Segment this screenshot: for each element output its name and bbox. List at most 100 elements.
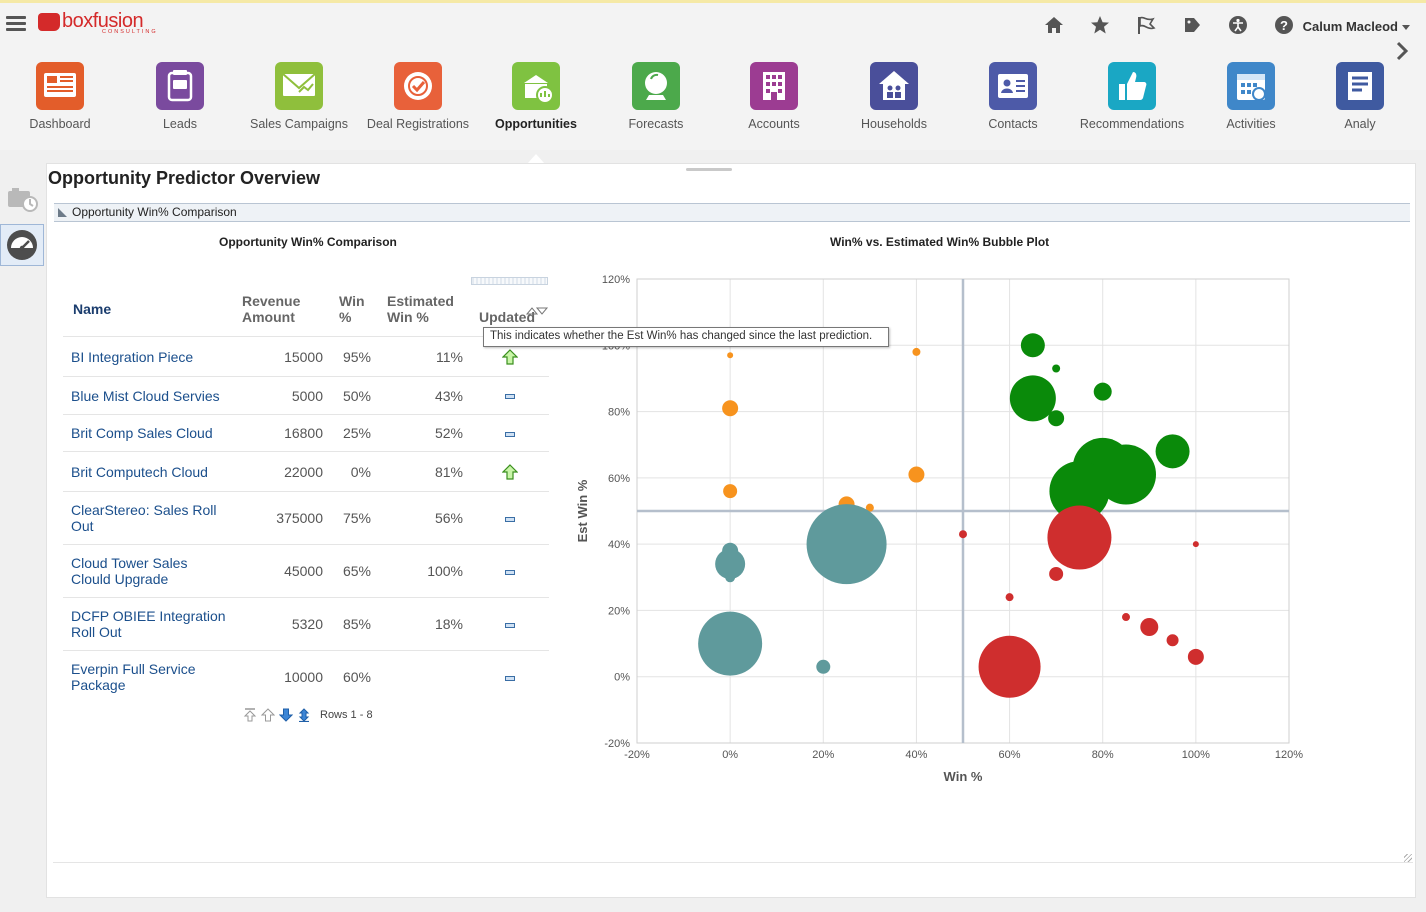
app-navigation: Dashboard Leads Sales Campaigns Deal Regist…	[0, 59, 1426, 164]
panel-divider	[53, 862, 1413, 863]
gauge-icon[interactable]	[0, 224, 44, 266]
tag-icon[interactable]	[1180, 13, 1204, 37]
bubble-point[interactable]	[715, 549, 746, 580]
cell-name: Brit Computech Cloud	[63, 451, 234, 492]
bubble-point[interactable]	[865, 503, 874, 512]
nav-item-activities[interactable]: Activities	[1191, 59, 1311, 131]
bubble-point[interactable]	[908, 466, 925, 483]
panel-splitter-handle[interactable]	[686, 168, 732, 171]
nav-item-recommendations[interactable]: Recommendations	[1072, 59, 1192, 131]
bubble-point[interactable]	[727, 352, 734, 359]
chevron-right-icon[interactable]	[1392, 39, 1412, 63]
column-header-name[interactable]: Name	[73, 301, 112, 317]
bubble-point[interactable]	[698, 611, 763, 676]
y-tick-label: 40%	[608, 539, 630, 551]
cell-updated	[471, 544, 549, 598]
bubble-point[interactable]	[722, 400, 739, 417]
column-header-win[interactable]: Win %	[339, 293, 365, 325]
column-header-revenue[interactable]: Revenue Amount	[242, 293, 301, 325]
nav-item-leads[interactable]: Leads	[120, 59, 240, 131]
updated-column-tooltip: This indicates whether the Est Win% has …	[483, 327, 889, 347]
section-header[interactable]: Opportunity Win% Comparison	[54, 203, 1410, 222]
forecasts-icon	[632, 62, 680, 110]
table-header-row: Name Revenue Amount Win % Estimated Win …	[63, 289, 549, 337]
table-resize-handle[interactable]	[471, 277, 548, 285]
opportunity-link[interactable]: BI Integration Piece	[71, 348, 194, 365]
nav-item-households[interactable]: Households	[834, 59, 954, 131]
last-page-icon[interactable]	[296, 707, 312, 723]
first-page-icon[interactable]	[242, 707, 258, 723]
bubble-point[interactable]	[1155, 434, 1190, 469]
home-icon[interactable]	[1042, 13, 1066, 37]
bubble-point[interactable]	[1049, 566, 1064, 581]
bubble-point[interactable]	[1192, 541, 1199, 548]
cell-name: BI Integration Piece	[63, 336, 234, 377]
nav-item-label: Sales Campaigns	[250, 117, 348, 131]
star-icon[interactable]	[1088, 13, 1112, 37]
resize-grip-icon[interactable]	[1404, 854, 1412, 862]
column-header-estimated-win[interactable]: Estimated Win %	[387, 293, 454, 325]
cell-name: Cloud Tower Sales Clould Upgrade	[63, 544, 234, 598]
cell-estimated-win: 56%	[379, 491, 471, 545]
nav-item-label: Leads	[162, 117, 198, 131]
help-icon[interactable]: ?	[1272, 13, 1296, 37]
x-tick-label: -20%	[624, 749, 650, 761]
hamburger-menu-icon[interactable]	[6, 16, 26, 32]
bubble-point[interactable]	[1140, 618, 1159, 636]
opportunity-link[interactable]: Brit Computech Cloud	[71, 463, 208, 480]
nav-item-sales-campaigns[interactable]: Sales Campaigns	[239, 59, 359, 131]
bubble-point[interactable]	[959, 530, 967, 539]
nav-item-label: Deal Registrations	[366, 117, 470, 131]
flag-icon[interactable]	[1134, 13, 1158, 37]
column-header-updated[interactable]: Updated	[479, 309, 535, 325]
nav-item-dashboard[interactable]: Dashboard	[0, 59, 120, 131]
next-page-icon[interactable]	[278, 707, 294, 723]
bubble-point[interactable]	[978, 635, 1041, 698]
bubble-point[interactable]	[1122, 613, 1130, 622]
active-nav-pointer	[527, 154, 545, 164]
opportunity-link[interactable]: Everpin Full Service Package	[71, 661, 196, 694]
sort-arrows-icon[interactable]	[525, 303, 549, 321]
nav-item-label: Dashboard	[29, 117, 91, 131]
collapse-triangle-icon[interactable]	[58, 208, 67, 217]
cell-estimated-win: 52%	[379, 414, 471, 452]
bubble-point[interactable]	[806, 504, 887, 585]
bubble-point[interactable]	[1020, 333, 1045, 358]
cell-estimated-win: 100%	[379, 544, 471, 598]
logo-mark	[38, 13, 60, 31]
nav-item-accounts[interactable]: Accounts	[714, 59, 834, 131]
camera-icon[interactable]	[0, 178, 44, 220]
bubble-point[interactable]	[1047, 505, 1112, 570]
opportunity-link[interactable]: ClearStereo: Sales Roll Out	[71, 502, 217, 534]
nav-item-contacts[interactable]: Contacts	[953, 59, 1073, 131]
bubble-point[interactable]	[1052, 364, 1061, 373]
main-panel: Opportunity Predictor Overview Opportuni…	[46, 163, 1416, 898]
cell-estimated-win: 11%	[379, 336, 471, 377]
bubble-point[interactable]	[1009, 375, 1056, 422]
previous-page-icon[interactable]	[260, 707, 276, 723]
bubble-point[interactable]	[1049, 461, 1110, 522]
bubble-point[interactable]	[723, 484, 738, 499]
bubble-point[interactable]	[1166, 634, 1179, 647]
nav-item-label: Activities	[1226, 117, 1276, 131]
accessibility-icon[interactable]	[1226, 13, 1250, 37]
opportunity-link[interactable]: Brit Comp Sales Cloud	[71, 425, 213, 441]
bubble-point[interactable]	[1005, 593, 1014, 602]
nav-item-opportunities[interactable]: Opportunities	[476, 59, 596, 131]
bubble-point[interactable]	[816, 659, 831, 674]
opportunity-link[interactable]: DCFP OBIEE Integration Roll Out	[71, 608, 226, 640]
opportunity-link[interactable]: Cloud Tower Sales Clould Upgrade	[71, 555, 188, 587]
bubble-point[interactable]	[1093, 382, 1112, 401]
bubble-point[interactable]	[1187, 648, 1204, 665]
nav-item-deal-registrations[interactable]: Deal Registrations	[358, 59, 478, 131]
nav-item-label: Households	[860, 117, 927, 131]
bubble-point[interactable]	[725, 572, 736, 583]
user-menu[interactable]: Calum Macleod	[1303, 19, 1410, 34]
bubble-point[interactable]	[912, 347, 921, 356]
nav-item-analy[interactable]: Analy	[1300, 59, 1420, 131]
table-row: Brit Comp Sales Cloud 16800 25% 52%	[63, 414, 549, 452]
nav-item-forecasts[interactable]: Forecasts	[596, 59, 716, 131]
opportunity-link[interactable]: Blue Mist Cloud Servies	[71, 387, 220, 404]
bubble-point[interactable]	[1048, 410, 1065, 427]
nav-item-label: Forecasts	[628, 117, 684, 131]
